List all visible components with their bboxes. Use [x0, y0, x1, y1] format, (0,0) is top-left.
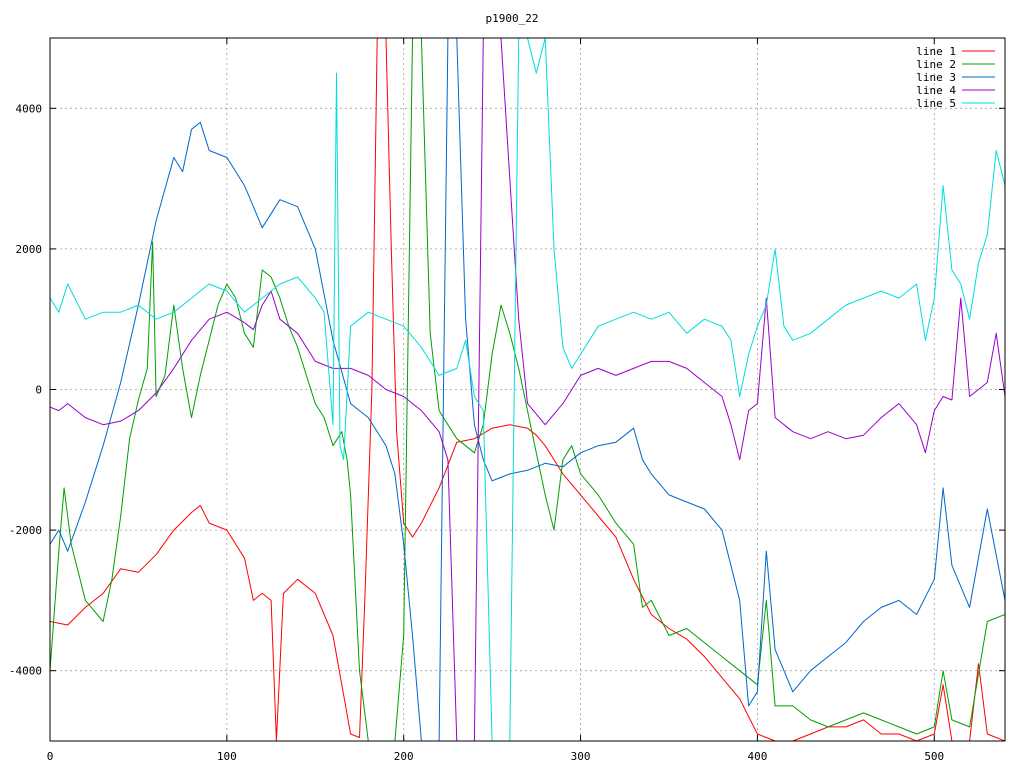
- y-tick-label: 2000: [16, 243, 43, 256]
- y-tick-label: -2000: [9, 524, 42, 537]
- x-tick-label: 500: [924, 750, 944, 763]
- legend-label: line 4: [916, 84, 956, 97]
- x-tick-label: 200: [394, 750, 414, 763]
- axes: 0 100 200 300 400 500 -4000 -2000 0 2000 4000: [9, 38, 1005, 763]
- series-line-4: [50, 38, 1005, 741]
- x-tick-label: 0: [47, 750, 54, 763]
- legend-label: line 2: [916, 58, 956, 71]
- legend-label: line 1: [916, 45, 956, 58]
- x-tick-label: 400: [747, 750, 767, 763]
- series-line-2: [50, 38, 1005, 741]
- series-line-5: [50, 38, 1005, 741]
- y-tick-label: 4000: [16, 102, 43, 115]
- legend-label: line 5: [916, 97, 956, 110]
- series-line-1: [50, 38, 1005, 741]
- series-line-3: [50, 38, 1005, 741]
- y-tick-label: 0: [35, 384, 42, 397]
- plot-frame: [49, 37, 1006, 742]
- grid-lines: [50, 38, 1005, 741]
- series-group: [50, 38, 1005, 741]
- legend-label: line 3: [916, 71, 956, 84]
- x-tick-label: 300: [571, 750, 591, 763]
- y-tick-label: -4000: [9, 665, 42, 678]
- chart-title: p1900_22: [486, 12, 539, 25]
- x-tick-label: 100: [217, 750, 237, 763]
